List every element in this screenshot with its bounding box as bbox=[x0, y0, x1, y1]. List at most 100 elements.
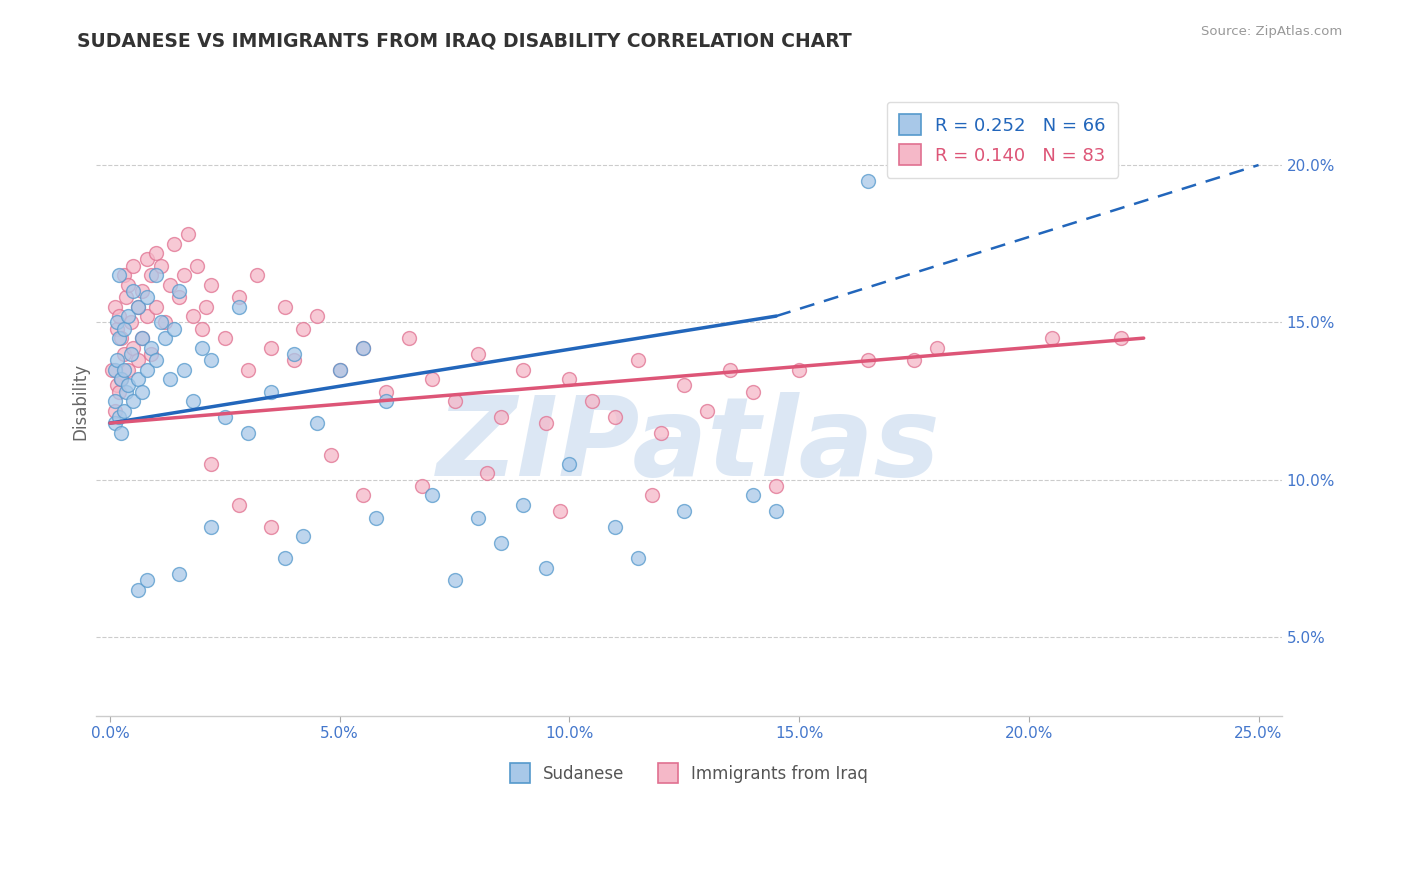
Point bbox=[283, 347, 305, 361]
Point bbox=[135, 290, 157, 304]
Point bbox=[200, 277, 222, 292]
Point bbox=[411, 479, 433, 493]
Point bbox=[236, 425, 259, 440]
Point bbox=[765, 504, 787, 518]
Point bbox=[742, 384, 765, 399]
Point bbox=[673, 504, 696, 518]
Point bbox=[120, 347, 142, 361]
Point bbox=[548, 504, 571, 518]
Point bbox=[443, 574, 465, 588]
Point bbox=[718, 362, 741, 376]
Point bbox=[105, 378, 128, 392]
Point bbox=[127, 300, 149, 314]
Point bbox=[173, 362, 195, 376]
Point bbox=[260, 384, 283, 399]
Point bbox=[641, 488, 664, 502]
Point bbox=[398, 331, 420, 345]
Point bbox=[108, 409, 131, 424]
Point bbox=[181, 309, 204, 323]
Point bbox=[127, 353, 149, 368]
Legend: Sudanese, Immigrants from Iraq: Sudanese, Immigrants from Iraq bbox=[503, 756, 875, 789]
Point bbox=[145, 246, 167, 260]
Point bbox=[112, 403, 135, 417]
Point bbox=[352, 341, 374, 355]
Point bbox=[512, 362, 534, 376]
Point bbox=[122, 284, 145, 298]
Point bbox=[104, 403, 127, 417]
Y-axis label: Disability: Disability bbox=[72, 362, 89, 440]
Point bbox=[443, 394, 465, 409]
Point bbox=[117, 277, 139, 292]
Point bbox=[627, 353, 650, 368]
Point bbox=[260, 341, 283, 355]
Point bbox=[581, 394, 603, 409]
Point bbox=[101, 362, 124, 376]
Point bbox=[141, 347, 163, 361]
Point bbox=[352, 341, 374, 355]
Point bbox=[627, 551, 650, 566]
Point bbox=[200, 457, 222, 471]
Point bbox=[163, 236, 186, 251]
Point bbox=[214, 409, 236, 424]
Point bbox=[104, 416, 127, 430]
Point bbox=[127, 372, 149, 386]
Point bbox=[108, 331, 131, 345]
Point bbox=[167, 290, 190, 304]
Point bbox=[512, 498, 534, 512]
Point bbox=[149, 259, 172, 273]
Point bbox=[110, 372, 132, 386]
Point bbox=[787, 362, 810, 376]
Point bbox=[236, 362, 259, 376]
Point bbox=[352, 488, 374, 502]
Point bbox=[105, 353, 128, 368]
Point bbox=[108, 268, 131, 282]
Point bbox=[673, 378, 696, 392]
Point bbox=[191, 341, 214, 355]
Point bbox=[246, 268, 269, 282]
Point bbox=[1040, 331, 1063, 345]
Point bbox=[536, 561, 558, 575]
Point bbox=[117, 362, 139, 376]
Point bbox=[145, 268, 167, 282]
Point bbox=[149, 315, 172, 329]
Text: Source: ZipAtlas.com: Source: ZipAtlas.com bbox=[1202, 25, 1343, 38]
Point bbox=[273, 551, 295, 566]
Point bbox=[475, 467, 498, 481]
Point bbox=[112, 347, 135, 361]
Point bbox=[1109, 331, 1132, 345]
Point bbox=[536, 416, 558, 430]
Point bbox=[903, 353, 925, 368]
Point bbox=[127, 300, 149, 314]
Point bbox=[131, 331, 153, 345]
Point bbox=[141, 341, 163, 355]
Point bbox=[153, 331, 176, 345]
Point bbox=[260, 520, 283, 534]
Point bbox=[159, 277, 181, 292]
Point bbox=[856, 353, 879, 368]
Point bbox=[131, 331, 153, 345]
Point bbox=[489, 409, 512, 424]
Point bbox=[104, 300, 127, 314]
Point bbox=[110, 331, 132, 345]
Point bbox=[110, 425, 132, 440]
Point bbox=[135, 574, 157, 588]
Point bbox=[191, 321, 214, 335]
Point bbox=[167, 284, 190, 298]
Point bbox=[181, 394, 204, 409]
Point bbox=[420, 372, 443, 386]
Point bbox=[167, 567, 190, 582]
Point bbox=[558, 372, 581, 386]
Point bbox=[122, 259, 145, 273]
Point bbox=[159, 372, 181, 386]
Point bbox=[742, 488, 765, 502]
Point bbox=[605, 409, 627, 424]
Point bbox=[115, 384, 138, 399]
Point bbox=[145, 300, 167, 314]
Point bbox=[765, 479, 787, 493]
Point bbox=[467, 347, 489, 361]
Point bbox=[145, 353, 167, 368]
Point bbox=[605, 520, 627, 534]
Point bbox=[122, 341, 145, 355]
Point bbox=[291, 321, 314, 335]
Point bbox=[135, 252, 157, 267]
